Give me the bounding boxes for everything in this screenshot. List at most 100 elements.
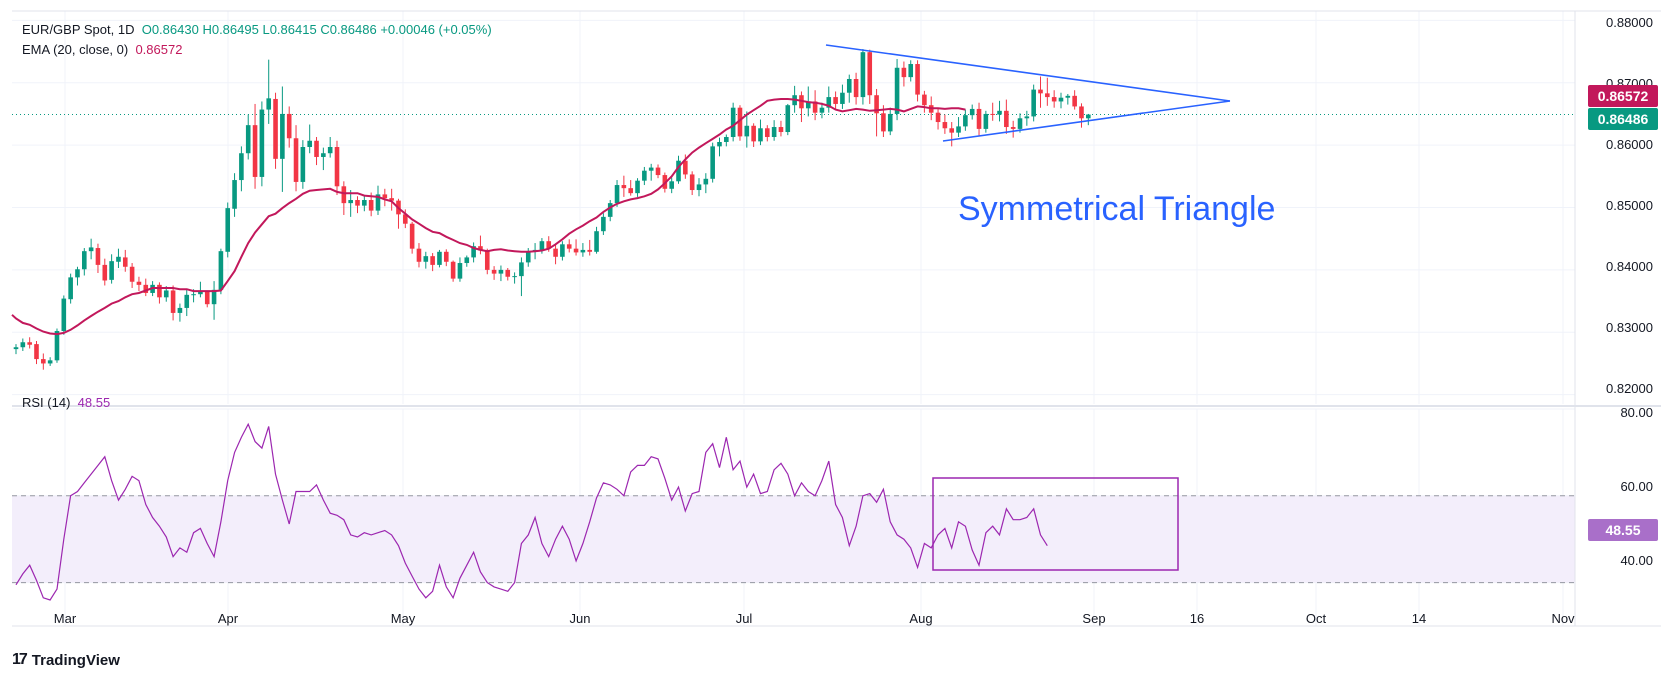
- candle-body: [450, 261, 456, 279]
- candle-body: [580, 249, 586, 253]
- change-value: +0.00046 (+0.05%): [380, 22, 492, 37]
- candle-body: [785, 105, 791, 133]
- candle-body: [327, 146, 333, 154]
- time-tick: 14: [1411, 611, 1427, 626]
- candle-body: [321, 153, 326, 157]
- candle-body: [949, 128, 955, 133]
- candle-body: [82, 251, 87, 270]
- time-tick: 16: [1189, 611, 1205, 626]
- candle-body: [136, 281, 142, 285]
- high-value: H0.86495: [202, 22, 259, 37]
- candle-body: [525, 251, 531, 263]
- time-tick: Oct: [1305, 611, 1327, 626]
- candle-body: [1065, 95, 1071, 98]
- rsi-line: [15, 422, 1048, 601]
- candle-body: [225, 208, 231, 252]
- candle-body: [191, 294, 196, 296]
- candle-body: [41, 359, 46, 364]
- candles: [13, 49, 1091, 370]
- rsi-value-tag: 48.55: [1588, 519, 1658, 541]
- candle-body: [204, 291, 210, 305]
- candle-body: [765, 128, 770, 138]
- candle-body: [252, 125, 258, 177]
- candle-body: [1004, 110, 1009, 128]
- candle-body: [696, 184, 702, 191]
- candle-body: [34, 344, 39, 360]
- time-tick: Sep: [1082, 611, 1106, 626]
- candle-body: [758, 128, 763, 142]
- candle-body: [280, 113, 285, 159]
- candle-body: [990, 113, 995, 115]
- candle-body: [887, 113, 893, 132]
- candle-body: [942, 122, 948, 129]
- trendline: [942, 100, 1231, 142]
- candle-body: [403, 214, 408, 224]
- candle-body: [676, 160, 681, 182]
- price-tick: 0.88000: [1606, 15, 1653, 30]
- triangle-trendlines: [825, 44, 1231, 142]
- candle-body: [75, 269, 80, 278]
- candle-body: [341, 186, 347, 204]
- candle-body: [163, 290, 169, 298]
- candle-body: [519, 262, 524, 277]
- candle-body: [355, 200, 360, 206]
- rsi-tick: 60.00: [1620, 479, 1653, 494]
- candle-body: [819, 107, 825, 113]
- candle-body: [471, 246, 476, 258]
- candle-body: [430, 256, 435, 265]
- candle-body: [505, 269, 511, 277]
- candle-body: [1024, 116, 1030, 119]
- symbol-title: EUR/GBP Spot, 1D: [22, 22, 135, 37]
- candle-body: [553, 248, 558, 257]
- candle-body: [730, 107, 736, 138]
- candle-body: [491, 269, 497, 274]
- close-value: C0.86486: [320, 22, 377, 37]
- candle-body: [512, 276, 517, 278]
- candle-body: [143, 284, 149, 293]
- candle-body: [683, 160, 688, 175]
- candle-body: [935, 112, 941, 123]
- candle-body: [894, 67, 900, 114]
- price-tick: 0.85000: [1606, 198, 1653, 213]
- candle-body: [587, 249, 593, 252]
- candle-body: [464, 257, 470, 264]
- candle-body: [840, 92, 845, 104]
- candle-body: [102, 264, 108, 281]
- time-tick: Mar: [53, 611, 77, 626]
- price-tick: 0.86000: [1606, 137, 1653, 152]
- candle-body: [969, 108, 975, 116]
- candle-body: [1038, 89, 1043, 94]
- candle-body: [744, 125, 750, 137]
- candle-body: [628, 188, 633, 194]
- candle-body: [874, 95, 879, 114]
- candle-body: [88, 247, 94, 252]
- candle-body: [778, 127, 784, 133]
- candle-body: [573, 248, 579, 253]
- brand[interactable]: 17 TradingView: [12, 651, 120, 669]
- candle-body: [177, 307, 183, 313]
- candle-body: [901, 67, 907, 78]
- ema-line: [11, 98, 966, 336]
- candle-body: [375, 194, 381, 211]
- candle-body: [853, 78, 859, 98]
- candle-body: [669, 181, 674, 189]
- pattern-annotation: Symmetrical Triangle: [958, 190, 1276, 228]
- price-tick: 0.83000: [1606, 320, 1653, 335]
- candle-body: [805, 101, 811, 109]
- candle-body: [157, 284, 162, 298]
- candle-body: [122, 257, 128, 267]
- pane-frame: [12, 10, 1661, 627]
- candle-body: [266, 98, 272, 110]
- candle-body: [334, 146, 340, 187]
- candle-body: [546, 241, 552, 249]
- candle-body: [867, 52, 873, 96]
- candle-body: [1010, 127, 1016, 129]
- candle-body: [956, 126, 961, 133]
- trendline: [825, 44, 1231, 102]
- brand-name: TradingView: [31, 651, 120, 669]
- candle-body: [300, 146, 306, 182]
- candle-body: [751, 125, 756, 142]
- candle-body: [655, 167, 661, 176]
- candle-body: [129, 266, 135, 282]
